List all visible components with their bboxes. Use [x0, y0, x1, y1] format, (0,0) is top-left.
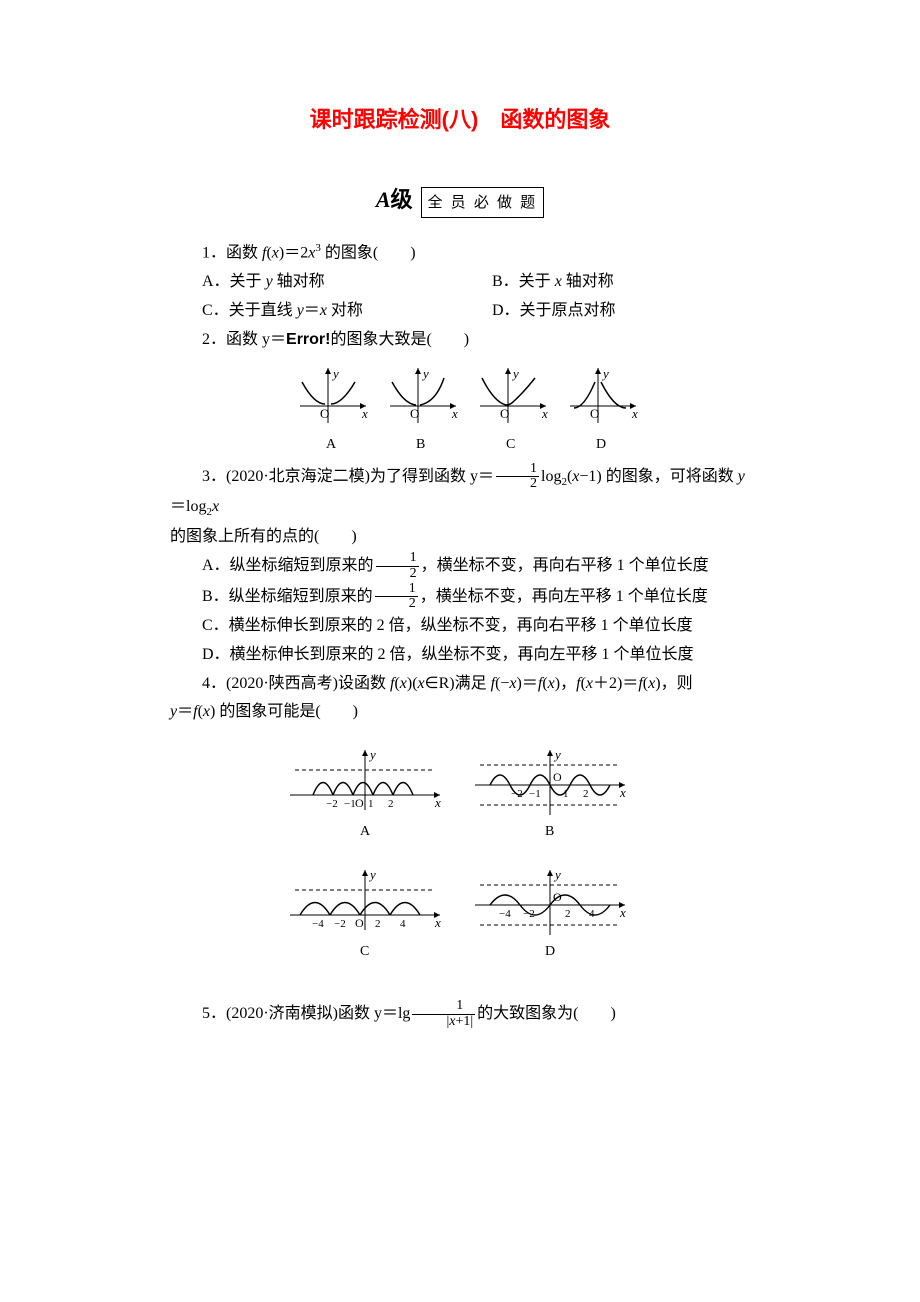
svg-text:x: x [619, 785, 626, 800]
page-title: 课时跟踪检测(八) 函数的图象 [170, 100, 750, 140]
q3-D: D．横坐标伸长到原来的 2 倍，纵坐标不变，再向左平移 1 个单位长度 [170, 641, 750, 670]
q5-stem: 5．(2020·济南模拟)函数 y＝lg1|x+1|的大致图象为( ) [170, 999, 750, 1029]
svg-text:−1: −1 [529, 788, 541, 800]
svg-text:x: x [434, 915, 441, 930]
svg-text:A: A [360, 824, 371, 839]
level-letter: A [376, 187, 391, 212]
q3-stem: 3．(2020·北京海淀二模)为了得到函数 y＝12log2(x−1) 的图象，… [170, 462, 750, 523]
svg-text:O: O [500, 406, 509, 421]
svg-text:O: O [410, 406, 419, 421]
svg-text:y: y [368, 867, 376, 882]
q1-D: D．关于原点对称 [460, 297, 750, 326]
svg-text:2: 2 [565, 908, 571, 920]
svg-text:O: O [320, 406, 329, 421]
q4-figure: y x O 1 −2 −1 2 A y x O −2 −1 1 2 [170, 735, 750, 995]
svg-text:−2: −2 [326, 798, 338, 810]
q3-C: C．横坐标伸长到原来的 2 倍，纵坐标不变，再向右平移 1 个单位长度 [170, 612, 750, 641]
q1-stem: 1．函数 f(x)＝2x3 的图象( ) [170, 239, 750, 268]
q1-B: B．关于 x 轴对称 [460, 268, 750, 297]
svg-text:2: 2 [388, 798, 394, 810]
svg-text:x: x [451, 406, 458, 421]
svg-text:y: y [553, 747, 561, 762]
q4-stem: 4．(2020·陕西高考)设函数 f(x)(x∈R)满足 f(−x)＝f(x)，… [170, 670, 750, 699]
level-ji: 级 [391, 187, 413, 212]
q3-stem2: 的图象上所有的点的( ) [170, 523, 750, 552]
svg-text:4: 4 [400, 918, 406, 930]
svg-text:−1: −1 [344, 798, 356, 810]
q1-opts-1: A．关于 y 轴对称 B．关于 x 轴对称 [170, 268, 750, 297]
svg-text:O: O [553, 770, 562, 784]
svg-text:−2: −2 [334, 918, 346, 930]
svg-text:O: O [590, 406, 599, 421]
level-frame: 全 员 必 做 题 [421, 187, 545, 218]
svg-text:y: y [331, 366, 339, 381]
svg-text:O: O [355, 796, 364, 810]
svg-text:x: x [434, 795, 441, 810]
svg-text:y: y [421, 366, 429, 381]
svg-text:C: C [506, 437, 515, 452]
svg-text:x: x [361, 406, 368, 421]
q1-C: C．关于直线 y＝x 对称 [170, 297, 460, 326]
svg-text:1: 1 [368, 798, 374, 810]
q3-A: A．纵坐标缩短到原来的12，横坐标不变，再向右平移 1 个单位长度 [170, 551, 750, 581]
q2-stem: 2．函数 y＝Error!的图象大致是( ) [170, 326, 750, 355]
svg-text:O: O [355, 916, 364, 930]
svg-text:y: y [601, 366, 609, 381]
q2-error: Error! [286, 331, 330, 348]
q2-figure: y x O A y x O B [170, 363, 750, 458]
level-heading: A级 全 员 必 做 题 [170, 180, 750, 220]
svg-text:A: A [326, 437, 337, 452]
svg-text:B: B [416, 437, 425, 452]
svg-text:y: y [553, 867, 561, 882]
q1-opts-2: C．关于直线 y＝x 对称 D．关于原点对称 [170, 297, 750, 326]
svg-text:D: D [596, 437, 606, 452]
svg-text:D: D [545, 944, 555, 959]
svg-text:x: x [619, 905, 626, 920]
svg-text:C: C [360, 944, 369, 959]
svg-text:−4: −4 [499, 908, 511, 920]
svg-text:B: B [545, 824, 554, 839]
svg-text:y: y [511, 366, 519, 381]
svg-text:y: y [368, 747, 376, 762]
svg-text:x: x [541, 406, 548, 421]
svg-text:2: 2 [583, 788, 589, 800]
q1-A: A．关于 y 轴对称 [170, 268, 460, 297]
svg-text:x: x [631, 406, 638, 421]
svg-text:−4: −4 [312, 918, 324, 930]
q3-B: B．纵坐标缩短到原来的12，横坐标不变，再向左平移 1 个单位长度 [170, 582, 750, 612]
q4-stem2: y＝f(x) 的图象可能是( ) [170, 698, 750, 727]
svg-text:2: 2 [375, 918, 381, 930]
